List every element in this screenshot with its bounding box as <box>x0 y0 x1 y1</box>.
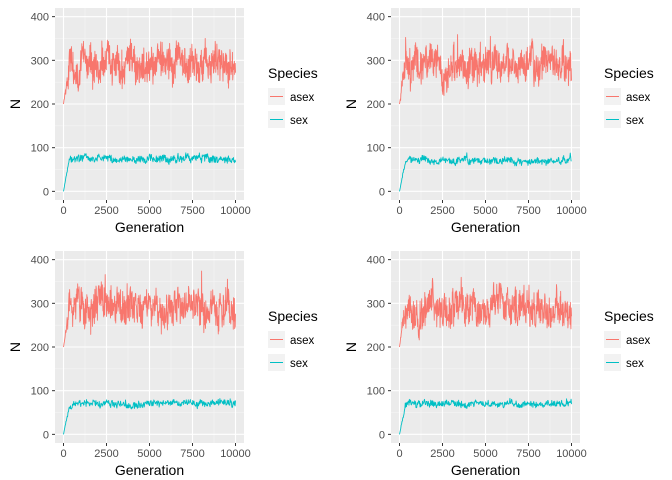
x-axis-title: Generation <box>115 219 184 235</box>
x-tick-label: 2500 <box>94 448 118 460</box>
series-line-asex <box>63 270 236 348</box>
y-tick-label: 300 <box>31 55 49 67</box>
y-axis-title: N <box>7 342 23 352</box>
x-axis-title: Generation <box>451 219 520 235</box>
legend-title: Species <box>268 308 318 324</box>
legend-title: Species <box>604 65 654 81</box>
x-tick-label: 2500 <box>430 205 454 217</box>
y-axis-title: N <box>343 99 359 109</box>
plot-panel-2: 0 2500 5000 7500 10000 0 100 200 300 400 Generatio… <box>343 8 654 235</box>
series-line-asex <box>399 276 572 348</box>
y-axis-title: N <box>343 342 359 352</box>
y-tick-label: 100 <box>367 143 385 155</box>
x-tick-label: 2500 <box>94 205 118 217</box>
y-tick-label: 200 <box>31 99 49 111</box>
y-tick-label: 200 <box>367 99 385 111</box>
series-line-asex <box>63 37 236 105</box>
y-tick-label: 200 <box>367 342 385 354</box>
y-tick-label: 0 <box>379 429 385 441</box>
y-tick-label: 300 <box>367 298 385 310</box>
series-line-sex <box>63 398 236 435</box>
x-axis-title: Generation <box>115 462 184 478</box>
plot-panel-1: 0 2500 5000 7500 10000 0 100 200 300 400 Generatio… <box>7 8 318 235</box>
x-tick-label: 0 <box>60 205 66 217</box>
plot-panel-4: 0 2500 5000 7500 10000 0 100 200 300 400 Generatio… <box>343 251 654 478</box>
legend-label-asex: asex <box>626 335 651 347</box>
y-tick-label: 100 <box>367 386 385 398</box>
legend-title: Species <box>268 65 318 81</box>
x-tick-label: 0 <box>396 205 402 217</box>
x-tick-label: 10000 <box>220 205 251 217</box>
legend-label-sex: sex <box>626 115 644 127</box>
x-tick-label: 7500 <box>180 205 204 217</box>
plot-panel-3: 0 2500 5000 7500 10000 0 100 200 300 400 Generatio… <box>7 251 318 478</box>
series-line-sex <box>399 397 572 435</box>
y-tick-label: 100 <box>31 143 49 155</box>
y-tick-label: 300 <box>31 298 49 310</box>
y-tick-label: 300 <box>367 55 385 67</box>
x-tick-label: 5000 <box>137 448 161 460</box>
y-tick-label: 0 <box>43 429 49 441</box>
legend-title: Species <box>604 308 654 324</box>
x-tick-label: 10000 <box>220 448 251 460</box>
legend-label-sex: sex <box>626 358 644 370</box>
legend-label-asex: asex <box>290 92 315 104</box>
x-tick-label: 7500 <box>516 205 540 217</box>
legend-label-sex: sex <box>290 115 308 127</box>
x-tick-label: 10000 <box>556 205 587 217</box>
x-axis-title: Generation <box>451 462 520 478</box>
legend-label-asex: asex <box>290 335 315 347</box>
series-line-sex <box>63 152 236 192</box>
y-tick-label: 400 <box>31 255 49 267</box>
y-tick-label: 400 <box>31 12 49 24</box>
x-tick-label: 7500 <box>516 448 540 460</box>
x-tick-label: 7500 <box>180 448 204 460</box>
x-tick-label: 2500 <box>430 448 454 460</box>
y-tick-label: 0 <box>379 186 385 198</box>
y-tick-label: 400 <box>367 12 385 24</box>
y-tick-label: 400 <box>367 255 385 267</box>
y-axis-title: N <box>7 99 23 109</box>
series-line-sex <box>399 152 572 192</box>
x-tick-label: 5000 <box>137 205 161 217</box>
x-tick-label: 0 <box>60 448 66 460</box>
x-tick-label: 5000 <box>473 205 497 217</box>
x-tick-label: 10000 <box>556 448 587 460</box>
legend-label-asex: asex <box>626 92 651 104</box>
legend-label-sex: sex <box>290 358 308 370</box>
y-tick-label: 200 <box>31 342 49 354</box>
y-tick-label: 100 <box>31 386 49 398</box>
x-tick-label: 5000 <box>473 448 497 460</box>
x-tick-label: 0 <box>396 448 402 460</box>
y-tick-label: 0 <box>43 186 49 198</box>
series-line-asex <box>399 34 572 105</box>
